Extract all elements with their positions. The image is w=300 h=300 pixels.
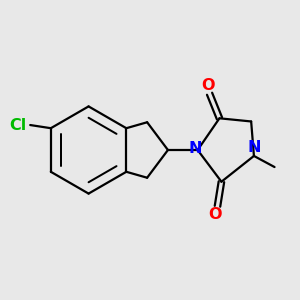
Text: Cl: Cl <box>10 118 27 133</box>
Text: N: N <box>247 140 261 155</box>
Text: N: N <box>188 141 202 156</box>
Text: O: O <box>209 208 222 223</box>
Text: O: O <box>201 77 214 92</box>
